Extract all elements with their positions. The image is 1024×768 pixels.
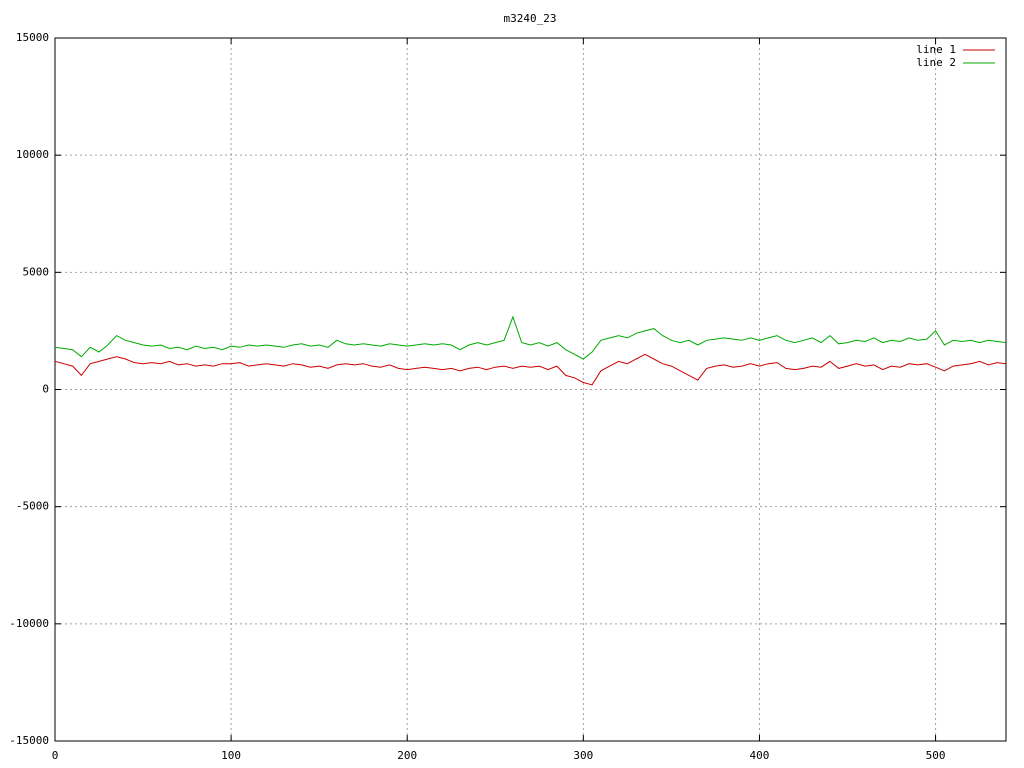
y-tick-label: 10000 [16, 148, 49, 161]
chart-title: m3240_23 [504, 12, 557, 25]
plot-frame [54, 37, 1007, 742]
line-series [54, 315, 1007, 360]
y-tick-label: 5000 [23, 265, 50, 278]
legend-label: line 1 [916, 43, 956, 56]
legend-label: line 2 [916, 56, 956, 69]
x-tick-label: 100 [221, 749, 241, 762]
x-tick-label: 500 [926, 749, 946, 762]
y-tick-label: 0 [42, 383, 49, 396]
line-series [54, 353, 1007, 386]
x-tick-label: 200 [397, 749, 417, 762]
x-tick-label: 300 [573, 749, 593, 762]
y-tick-label: -15000 [9, 734, 49, 747]
y-tick-label: 15000 [16, 31, 49, 44]
y-tick-label: -10000 [9, 617, 49, 630]
x-tick-label: 400 [750, 749, 770, 762]
x-tick-label: 0 [52, 749, 59, 762]
y-tick-label: -5000 [16, 500, 49, 513]
